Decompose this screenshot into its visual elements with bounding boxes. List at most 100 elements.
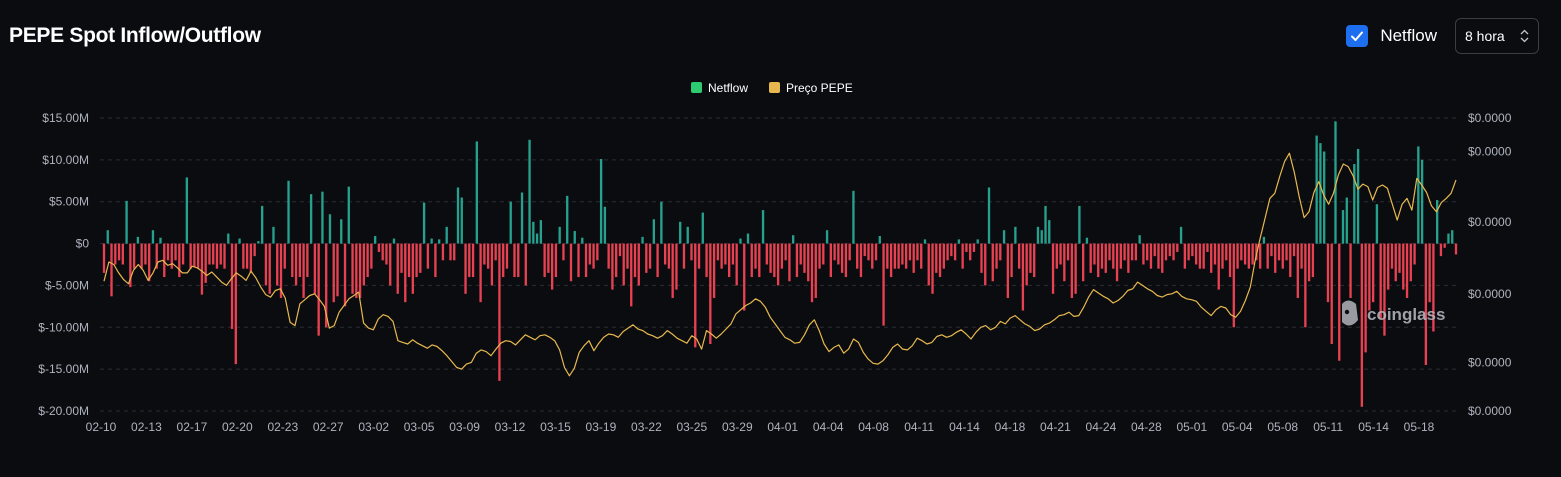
netflow-bar bbox=[908, 243, 912, 261]
netflow-bar bbox=[343, 243, 347, 307]
netflow-bar bbox=[1161, 243, 1164, 273]
netflow-bar bbox=[1213, 243, 1217, 265]
netflow-bar bbox=[652, 219, 655, 244]
netflow-bar bbox=[965, 243, 968, 252]
netflow-bar bbox=[1002, 230, 1006, 244]
x-tick-label: 02-23 bbox=[267, 420, 298, 434]
netflow-bar bbox=[927, 243, 930, 286]
x-tick-label: 02-27 bbox=[313, 420, 344, 434]
netflow-bar bbox=[716, 243, 720, 261]
netflow-bar bbox=[1172, 243, 1175, 261]
netflow-bar bbox=[1338, 243, 1341, 361]
netflow-bar bbox=[1364, 243, 1367, 353]
netflow-bar bbox=[1454, 243, 1458, 255]
netflow-bar bbox=[1334, 121, 1337, 244]
netflow-bar bbox=[178, 243, 181, 278]
netflow-bar bbox=[1063, 243, 1066, 282]
netflow-bar bbox=[1277, 243, 1281, 261]
netflow-bar bbox=[1085, 237, 1089, 244]
price-line-group bbox=[103, 152, 1457, 377]
x-tick-label: 05-04 bbox=[1222, 420, 1253, 434]
netflow-bar bbox=[1153, 243, 1156, 257]
netflow-bar bbox=[904, 243, 908, 269]
x-tick-label: 04-21 bbox=[1040, 420, 1071, 434]
netflow-bar bbox=[230, 243, 234, 329]
netflow-bar bbox=[709, 243, 712, 345]
netflow-bar bbox=[701, 212, 704, 244]
netflow-bar bbox=[724, 243, 727, 265]
netflow-bar bbox=[396, 243, 399, 294]
netflow-bar bbox=[279, 243, 283, 298]
x-tick-label: 03-22 bbox=[631, 420, 662, 434]
netflow-bar bbox=[351, 243, 354, 294]
netflow-bar bbox=[712, 243, 716, 298]
netflow-bar bbox=[645, 243, 648, 273]
netflow-bar bbox=[1420, 159, 1424, 244]
netflow-bar bbox=[852, 190, 855, 244]
netflow-bar bbox=[1051, 243, 1055, 294]
netflow-bar bbox=[746, 233, 750, 244]
netflow-bar bbox=[1259, 243, 1262, 269]
price-line bbox=[103, 152, 1457, 377]
x-tick-label: 02-20 bbox=[222, 420, 253, 434]
x-tick-label: 04-18 bbox=[995, 420, 1026, 434]
netflow-bar bbox=[969, 243, 972, 261]
netflow-bar bbox=[294, 243, 298, 286]
netflow-bar bbox=[362, 243, 366, 286]
netflow-bar bbox=[498, 243, 501, 381]
netflow-bar bbox=[547, 243, 550, 273]
netflow-bar bbox=[720, 243, 723, 269]
netflow-bar bbox=[1191, 243, 1194, 257]
netflow-bar bbox=[1044, 205, 1047, 244]
netflow-bar bbox=[750, 243, 753, 278]
netflow-bar bbox=[886, 243, 889, 269]
netflow-bar bbox=[332, 243, 335, 303]
interval-select[interactable]: 8 hora bbox=[1455, 18, 1539, 54]
y-right-tick-label: $0.0000 bbox=[1468, 144, 1512, 158]
netflow-bar bbox=[204, 243, 207, 283]
logo-eye bbox=[1344, 309, 1350, 315]
netflow-bar bbox=[1330, 243, 1333, 345]
legend-swatch-netflow bbox=[691, 82, 702, 93]
netflow-bar bbox=[1417, 146, 1420, 244]
netflow-bar bbox=[434, 243, 437, 278]
y-tick-label: $0 bbox=[76, 237, 90, 251]
netflow-bar bbox=[479, 243, 482, 303]
y-right-tick-label: $0.0000 bbox=[1468, 404, 1512, 418]
netflow-bar bbox=[253, 243, 256, 257]
netflow-bar bbox=[1255, 243, 1258, 261]
netflow-bar bbox=[1304, 243, 1307, 328]
netflow-bar bbox=[731, 243, 735, 265]
netflow-bar bbox=[347, 186, 350, 244]
netflow-bar bbox=[385, 243, 388, 265]
netflow-bar bbox=[460, 197, 463, 244]
y-axis-left: $15.00M $10.00M $5.00M $0 $-5.00M $-10.00M $-1… bbox=[38, 111, 89, 418]
netflow-bar bbox=[185, 177, 189, 244]
netflow-checkbox[interactable] bbox=[1346, 25, 1369, 47]
netflow-bar bbox=[810, 243, 814, 303]
x-tick-label: 03-12 bbox=[495, 420, 526, 434]
netflow-bar bbox=[690, 243, 693, 261]
netflow-bar bbox=[1281, 243, 1284, 269]
netflow-bar bbox=[193, 243, 196, 268]
netflow-bar bbox=[1089, 243, 1092, 273]
netflow-bar bbox=[1247, 243, 1251, 269]
chart-legend[interactable]: Netflow Preço PEPE bbox=[691, 81, 853, 95]
netflow-checkbox-label[interactable]: Netflow bbox=[1380, 26, 1437, 45]
x-tick-label: 04-24 bbox=[1086, 420, 1117, 434]
x-tick-label: 04-08 bbox=[858, 420, 889, 434]
netflow-bar bbox=[505, 243, 509, 269]
y-tick-label: $-10.00M bbox=[38, 320, 89, 334]
netflow-bar bbox=[1108, 243, 1111, 261]
x-tick-label: 04-14 bbox=[949, 420, 980, 434]
netflow-bar bbox=[761, 210, 765, 244]
netflow-bar bbox=[1021, 243, 1025, 311]
y-tick-label: $-20.00M bbox=[38, 404, 89, 418]
netflow-bar bbox=[784, 243, 787, 261]
netflow-bar bbox=[825, 230, 829, 244]
netflow-bar bbox=[1142, 243, 1145, 265]
netflow-bar bbox=[946, 243, 949, 261]
netflow-bar bbox=[856, 243, 859, 269]
netflow-bar bbox=[765, 243, 768, 265]
netflow-bar bbox=[626, 243, 629, 269]
